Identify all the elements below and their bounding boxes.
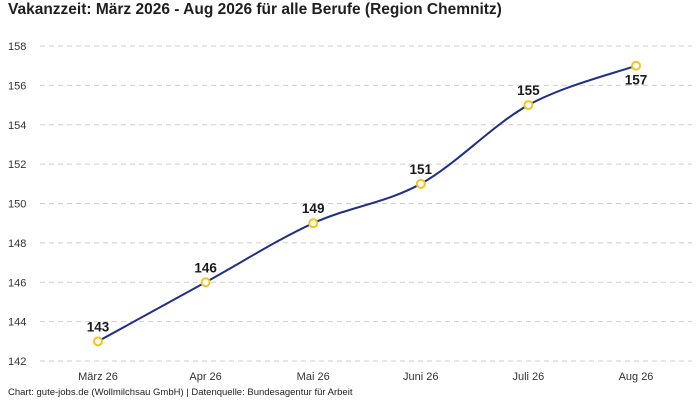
y-tick-label: 158 xyxy=(8,41,26,53)
data-label: 157 xyxy=(625,73,648,88)
x-tick-label: März 26 xyxy=(78,371,118,383)
data-point xyxy=(200,277,211,288)
series-line xyxy=(97,64,637,343)
x-tick-label: Apr 26 xyxy=(189,371,221,383)
y-tick-label: 148 xyxy=(8,238,26,250)
y-tick-label: 146 xyxy=(8,277,26,289)
y-tick-label: 156 xyxy=(8,80,26,92)
data-point xyxy=(308,218,319,229)
y-axis-tick-labels: 142 144 146 148 150 152 154 156 158 xyxy=(8,41,26,368)
y-tick-label: 152 xyxy=(8,159,26,171)
chart-source: Chart: gute-jobs.de (Wollmilchsau GmbH) … xyxy=(8,387,353,398)
data-point xyxy=(631,60,641,71)
data-point xyxy=(523,100,534,111)
x-tick-label: Mai 26 xyxy=(297,371,330,383)
series-line-layer xyxy=(97,64,637,343)
x-tick-label: Juni 26 xyxy=(403,371,438,383)
data-label: 151 xyxy=(410,162,433,177)
grid-lines xyxy=(40,45,692,362)
data-label: 149 xyxy=(302,201,325,216)
x-axis-tick-labels: März 26 Apr 26 Mai 26 Juni 26 Juli 26 Aug 26 xyxy=(78,371,653,383)
data-point xyxy=(93,336,103,347)
data-point xyxy=(415,178,426,189)
x-tick-label: Aug 26 xyxy=(619,371,654,383)
data-labels: 143 146 149 151 155 157 xyxy=(87,73,648,335)
y-tick-label: 154 xyxy=(8,120,26,132)
data-label: 143 xyxy=(87,319,110,334)
data-label: 155 xyxy=(517,83,540,98)
y-tick-label: 144 xyxy=(8,317,26,329)
y-tick-label: 150 xyxy=(8,199,26,211)
data-points xyxy=(93,60,641,347)
y-tick-label: 142 xyxy=(8,356,26,368)
chart-title: Vakanzzeit: März 2026 - Aug 2026 für all… xyxy=(8,1,502,18)
data-label: 146 xyxy=(194,260,217,275)
x-tick-label: Juli 26 xyxy=(513,371,545,383)
